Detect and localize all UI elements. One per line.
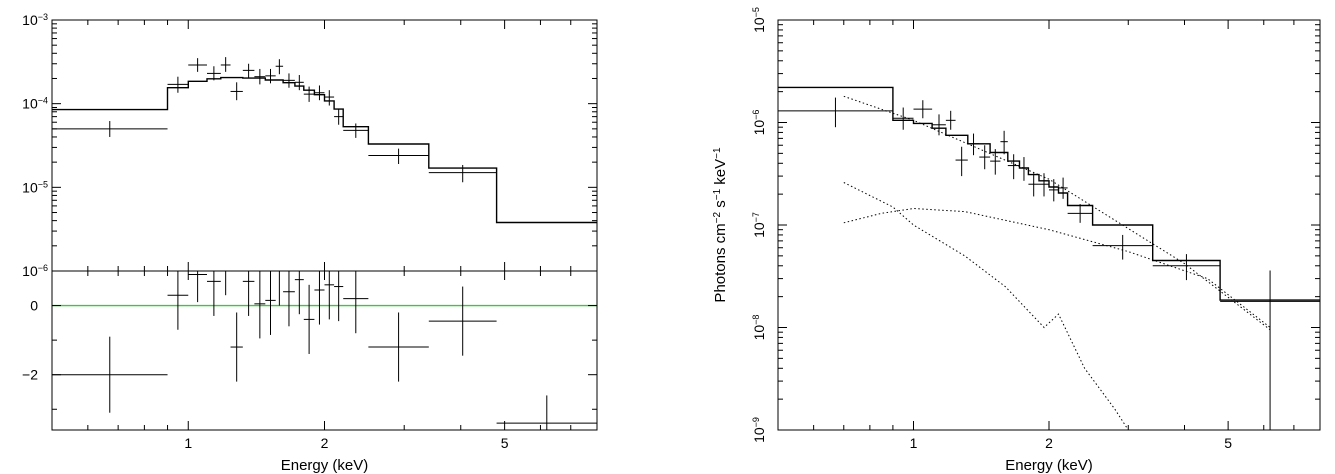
- x-tick-label: 1: [910, 435, 918, 451]
- model-step-line: [778, 86, 1320, 301]
- x-tick-label: 2: [1045, 435, 1053, 451]
- x-tick-label: 5: [1224, 435, 1232, 451]
- plot-area: [778, 86, 1320, 430]
- y-tick-label: 10−6: [22, 263, 48, 279]
- x-tick-label: 2: [321, 435, 329, 451]
- x-axis-label: Energy (keV): [281, 457, 369, 474]
- y-tick-label: 10−5: [751, 7, 767, 33]
- model-step-line: [52, 76, 597, 224]
- y-tick-label: 10−3: [22, 12, 48, 28]
- model-component-line: [843, 95, 1271, 331]
- plot-frame: [51, 270, 598, 431]
- model-component-line: [843, 182, 1129, 430]
- y-tick-label: 10−9: [751, 417, 767, 443]
- y-tick-label: 10−6: [751, 110, 767, 136]
- plot-area: [52, 57, 597, 224]
- plot-frame: [51, 19, 598, 272]
- y-tick-label: 10−8: [751, 315, 767, 341]
- x-tick-label: 1: [184, 435, 192, 451]
- residuals-panel: 0 −2 1 2 5 Energy (keV): [22, 270, 598, 474]
- spectrum-panel: 10−3 10−4 10−5 10−6: [22, 12, 598, 279]
- model-component-line: [843, 207, 1271, 328]
- x-axis-label: Energy (keV): [1005, 457, 1093, 474]
- y-axis-label: Photons cm−2 s−1 keV−1: [712, 147, 730, 303]
- y-tick-label: 10−7: [751, 212, 767, 238]
- y-tick-label: 10−5: [22, 179, 48, 195]
- y-tick-label: 10−4: [22, 96, 48, 112]
- x-tick-label: 5: [501, 435, 509, 451]
- unfolded-spectrum-panel: 10−5 10−6 10−7 10−8 10−9 1 2 5 Energy (keV) Photo…: [712, 7, 1321, 474]
- y-tick-label: 0: [30, 298, 38, 314]
- plot-area: [52, 271, 597, 430]
- y-tick-label: −2: [22, 367, 38, 383]
- plot-frame: [777, 19, 1321, 431]
